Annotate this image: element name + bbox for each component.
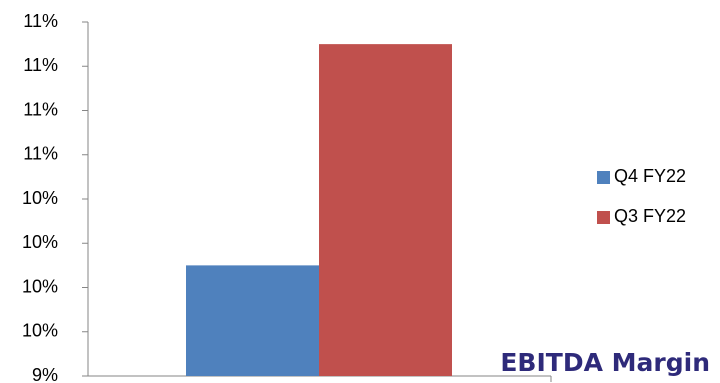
legend-label: Q4 FY22: [614, 166, 686, 186]
legend-label: Q3 FY22: [614, 206, 686, 226]
y-axis-ticks: 9% 10% 10% 10% 10% 11% 11% 11% 11%: [22, 11, 88, 383]
y-tick-label: 10%: [22, 232, 58, 252]
y-tick-label: 10%: [22, 321, 58, 341]
y-tick-label: 11%: [23, 144, 58, 164]
legend-swatch: [597, 171, 610, 184]
y-tick-label: 10%: [22, 188, 58, 208]
chart-bars: [186, 44, 452, 376]
bar-q3-fy22: [319, 44, 452, 376]
y-tick-label: 10%: [22, 276, 58, 296]
legend-swatch: [597, 211, 610, 224]
y-tick-label: 11%: [23, 99, 58, 119]
y-tick-label: 11%: [23, 11, 58, 31]
chart-legend: Q4 FY22 Q3 FY22: [597, 166, 686, 226]
bar-q4-fy22: [186, 265, 319, 376]
y-tick-label: 11%: [23, 55, 58, 75]
y-tick-label: 9%: [32, 365, 58, 383]
chart-title: EBITDA Margin: [500, 348, 710, 377]
